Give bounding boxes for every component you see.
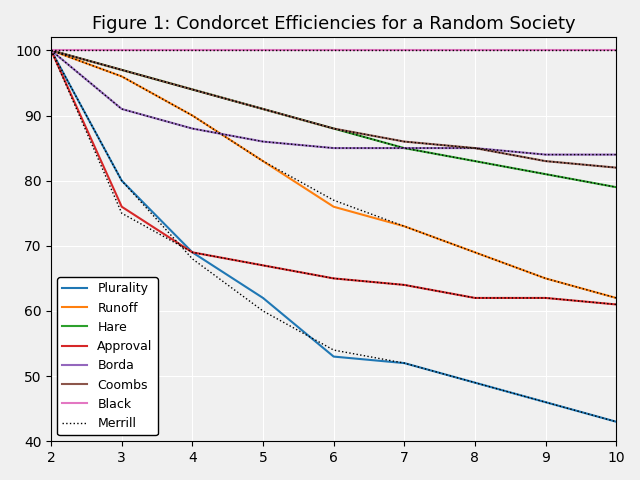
Runoff [47,48,55,53]
Borda [471,145,479,151]
Plurality [118,178,125,183]
Coombs [612,165,620,170]
Plurality [401,360,408,366]
Black [259,48,267,53]
Hare [118,67,125,73]
Line: Borda: Borda [51,50,616,155]
Coombs [471,145,479,151]
Runoff [259,158,267,164]
Hare [612,184,620,190]
Plurality [541,399,549,405]
Coombs [330,126,337,132]
Coombs [118,67,125,73]
Borda [259,139,267,144]
Line: Runoff: Runoff [51,50,616,298]
Hare [541,171,549,177]
Runoff [118,73,125,79]
Hare [47,48,55,53]
Line: Hare: Hare [51,50,616,187]
Plurality [259,295,267,301]
Approval [259,263,267,268]
Plurality [471,380,479,385]
Borda [47,48,55,53]
Borda [189,126,196,132]
Borda [612,152,620,157]
Coombs [47,48,55,53]
Approval [118,204,125,210]
Approval [330,276,337,281]
Coombs [541,158,549,164]
Borda [541,152,549,157]
Black [612,48,620,53]
Plurality [189,250,196,255]
Legend: Plurality, Runoff, Hare, Approval, Borda, Coombs, Black, Merrill: Plurality, Runoff, Hare, Approval, Borda… [58,277,157,435]
Black [47,48,55,53]
Line: Plurality: Plurality [51,50,616,422]
Coombs [259,106,267,112]
Runoff [401,223,408,229]
Approval [612,301,620,307]
Approval [541,295,549,301]
Borda [330,145,337,151]
Hare [189,86,196,92]
Black [401,48,408,53]
Line: Coombs: Coombs [51,50,616,168]
Approval [401,282,408,288]
Borda [401,145,408,151]
Runoff [612,295,620,301]
Coombs [189,86,196,92]
Hare [401,145,408,151]
Hare [259,106,267,112]
Approval [189,250,196,255]
Black [189,48,196,53]
Black [118,48,125,53]
Title: Figure 1: Condorcet Efficiencies for a Random Society: Figure 1: Condorcet Efficiencies for a R… [92,15,575,33]
Plurality [47,48,55,53]
Runoff [471,250,479,255]
Black [541,48,549,53]
Black [330,48,337,53]
Plurality [330,354,337,360]
Plurality [612,419,620,425]
Runoff [189,113,196,119]
Approval [47,48,55,53]
Runoff [330,204,337,210]
Hare [471,158,479,164]
Hare [330,126,337,132]
Black [471,48,479,53]
Approval [471,295,479,301]
Runoff [541,276,549,281]
Borda [118,106,125,112]
Coombs [401,139,408,144]
Line: Approval: Approval [51,50,616,304]
